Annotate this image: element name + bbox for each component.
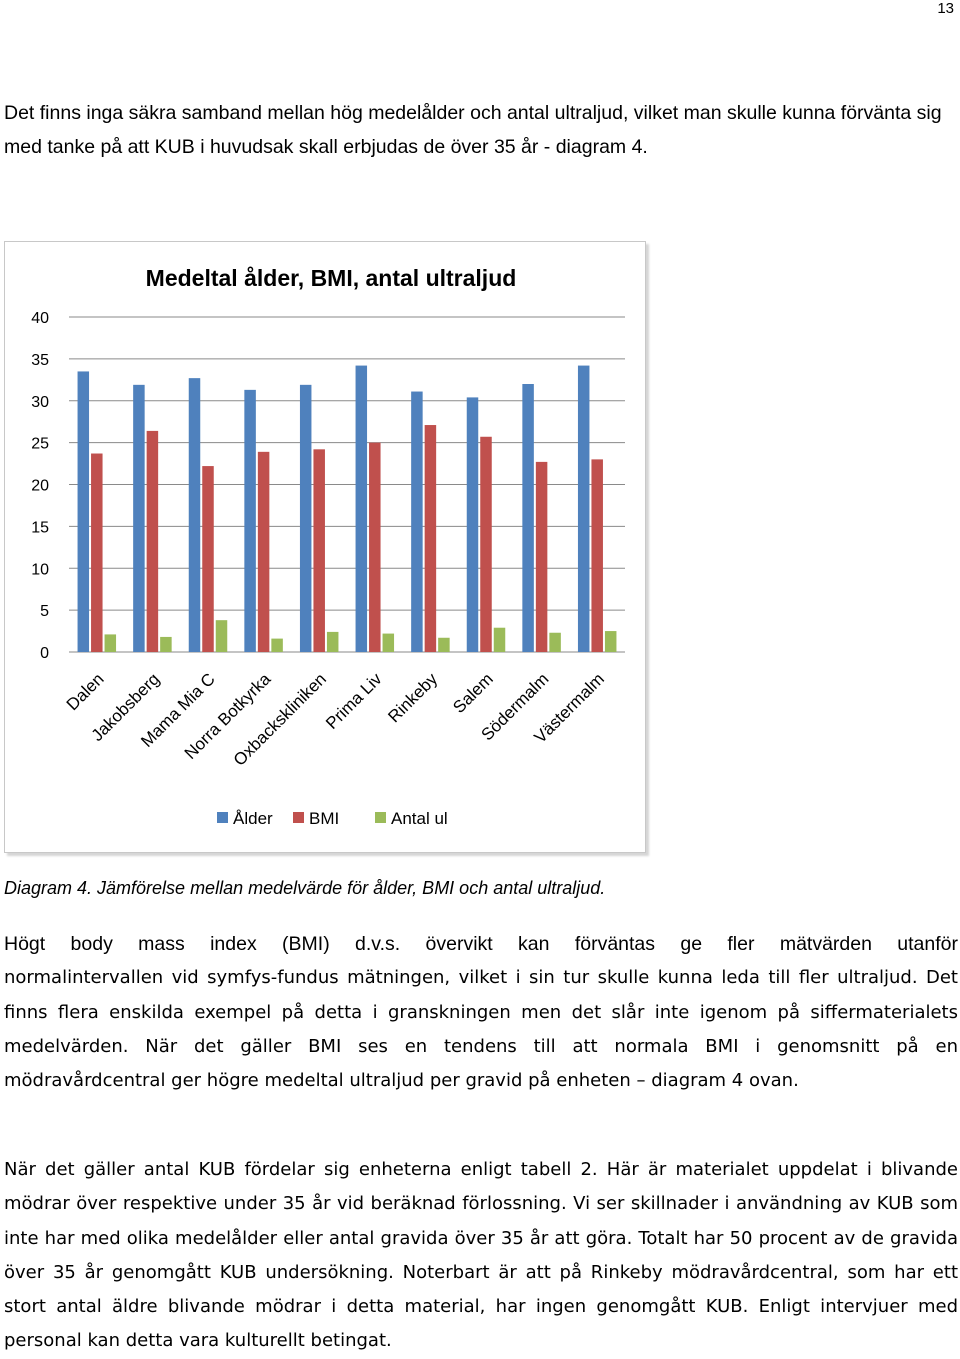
bar-bmi (369, 442, 381, 652)
bar-bmi (480, 436, 492, 652)
legend-swatch-bmi (293, 812, 304, 823)
y-tick-label: 25 (31, 436, 49, 453)
bar-antal (382, 633, 395, 652)
bar-bmi (91, 453, 103, 652)
bar-antal (549, 632, 561, 652)
bar-alder (577, 365, 590, 652)
bar-bmi (535, 461, 548, 652)
chart-frame: Medeltal ålder, BMI, antal ultraljud 0 5 10… (4, 241, 646, 853)
bar-bmi (257, 451, 270, 652)
bar-antal (604, 631, 617, 652)
bar-alder (411, 391, 423, 652)
paragraph-bmi-rest: normalintervallen vid symfys-fundus mätn… (4, 967, 958, 1092)
bar-alder (77, 371, 90, 652)
x-tick-label: Dalen (63, 669, 108, 714)
x-tick-label: Rinkeby (384, 669, 441, 726)
bar-alder (299, 384, 312, 652)
bar-alder (133, 384, 145, 652)
bar-antal (326, 631, 339, 652)
y-tick-label: 15 (31, 519, 49, 536)
bar-antal (438, 637, 450, 652)
legend-label: BMI (309, 809, 339, 828)
chart-title: Medeltal ålder, BMI, antal ultraljud (146, 265, 517, 291)
bar-antal (104, 634, 117, 652)
bar-antal (493, 627, 506, 652)
page-number: 13 (937, 0, 954, 17)
legend-label: Ålder (233, 809, 273, 828)
y-tick-label: 35 (31, 352, 49, 369)
bar-bmi (202, 466, 214, 652)
y-tick-label: 0 (40, 645, 49, 662)
legend-swatch-alder (217, 812, 228, 823)
y-tick-label: 20 (31, 478, 49, 495)
bar-alder (522, 384, 534, 652)
bar-antal (271, 638, 283, 652)
bar-bmi (591, 459, 603, 652)
x-tick-label: Prima Liv (322, 669, 386, 733)
y-tick-label: 30 (31, 394, 49, 411)
bar-chart: Medeltal ålder, BMI, antal ultraljud 0 5 10… (31, 265, 625, 828)
x-tick-label: Salem (449, 669, 497, 717)
bar-antal (160, 636, 172, 652)
paragraph-bmi: Högt body mass index (BMI) d.v.s. övervi… (4, 927, 958, 1098)
bar-alder (244, 389, 256, 652)
y-tick-label: 40 (31, 310, 49, 327)
legend-swatch-antal (375, 812, 386, 823)
bar-alder (466, 397, 479, 652)
paragraph-kub: När det gäller antal KUB fördelar sig en… (4, 1159, 958, 1352)
bar-antal (215, 620, 228, 652)
legend-label: Antal ul (391, 809, 448, 828)
diagram-caption: Diagram 4. Jämförelse mellan medelvärde … (4, 878, 606, 898)
y-tick-label: 10 (31, 561, 49, 578)
paragraph-bmi-lead: Högt body mass index (BMI) d.v.s. övervi… (4, 933, 958, 955)
bar-alder (355, 365, 368, 652)
bar-bmi (146, 430, 159, 652)
bar-bmi (424, 425, 437, 652)
intro-paragraph: Det finns inga säkra samband mellan hög … (4, 102, 942, 158)
bar-bmi (313, 449, 325, 652)
y-tick-label: 5 (40, 603, 49, 620)
bar-alder (188, 378, 201, 652)
